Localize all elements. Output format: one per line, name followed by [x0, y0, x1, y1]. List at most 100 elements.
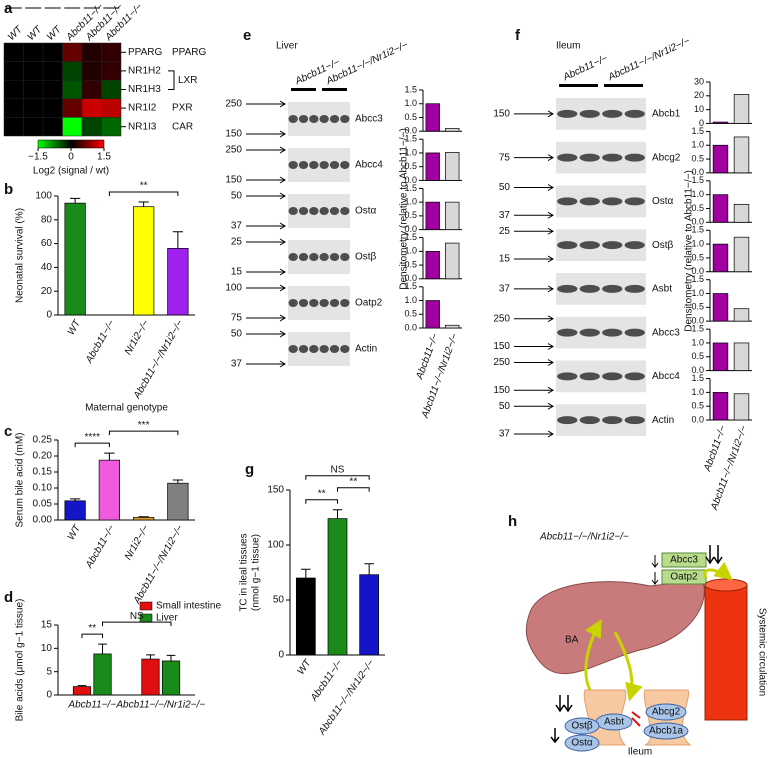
heat-cell: [62, 42, 83, 62]
error-bar: [146, 654, 155, 660]
marker-arrow: [514, 255, 554, 263]
legend-label: Liver: [156, 613, 178, 624]
blot-band: [329, 115, 340, 123]
marker-label: 50: [231, 329, 243, 340]
blot-band: [329, 253, 340, 261]
heat-cell: [81, 98, 102, 118]
x-axis-label: Maternal genotype: [85, 403, 168, 414]
panel-label: e: [243, 27, 251, 44]
heat-cell: [23, 98, 44, 118]
y-tick-label: 1.0: [691, 140, 704, 150]
group-label: PXR: [172, 103, 193, 114]
significance-bracket: [305, 475, 370, 480]
error-bar: [172, 231, 184, 249]
y-tick-label: 30: [694, 76, 704, 86]
blot-band: [309, 299, 319, 307]
marker-label: 250: [493, 357, 510, 368]
marker-label: 250: [225, 145, 242, 156]
significance-label: NS: [331, 464, 345, 475]
y-axis-label: Densitometry (relative to Abcb11−/−): [684, 170, 695, 332]
up-arrow: [631, 711, 641, 727]
bar: [161, 660, 181, 696]
group-label: CAR: [172, 121, 193, 132]
y-tick-label: 1.5: [691, 373, 704, 383]
protein-label: Oatp2: [355, 298, 383, 309]
down-arrow: [651, 555, 659, 585]
protein-label: Abcc3: [652, 327, 680, 338]
protein-label: Ostα: [355, 206, 377, 217]
blot-band: [329, 161, 340, 169]
blot-band: [602, 328, 623, 337]
bar: [712, 194, 729, 223]
blot-band: [288, 207, 298, 215]
transporter-box: [661, 552, 707, 568]
y-tick-label: 60: [41, 238, 53, 249]
bar: [359, 574, 380, 656]
marker-arrow: [246, 146, 286, 154]
x-tick-label: Nr1i2−/−: [123, 318, 152, 357]
bar: [712, 121, 729, 124]
bar: [167, 482, 189, 521]
x-tick-label: Abcb11−/−: [83, 318, 117, 366]
y-tick-label: 1.5: [691, 225, 704, 235]
marker-arrow: [514, 430, 554, 438]
marker-arrow: [514, 386, 554, 394]
y-axis-label: Bile acids (μmol g−1 tissue): [15, 599, 26, 722]
heat-cell: [101, 98, 122, 118]
error-bar: [77, 685, 87, 687]
bar: [733, 308, 750, 322]
significance-bracket: [305, 499, 338, 504]
y-tick-label: 0: [278, 650, 284, 661]
bar: [425, 201, 440, 230]
y-tick-label: 15: [41, 620, 53, 631]
y-tick-label: 1.5: [404, 134, 417, 144]
y-tick-label: 1.0: [404, 197, 417, 207]
marker-arrow: [246, 360, 286, 368]
bar: [72, 686, 92, 696]
circulation: [704, 584, 748, 721]
y-tick-label: 0.00: [33, 515, 53, 526]
significance-bracket: [337, 487, 370, 492]
bar: [93, 653, 112, 696]
heat-cell: [81, 61, 102, 81]
heat-cell: [42, 42, 63, 62]
blot-band: [340, 345, 350, 353]
transporter: [564, 734, 600, 752]
marker-label: 150: [225, 129, 242, 140]
significance-bracket: [81, 633, 104, 639]
y-tick-label: 5: [46, 666, 52, 677]
heat-cell: [81, 117, 102, 137]
blot-band: [319, 161, 329, 169]
y-tick-label: 0.0: [691, 365, 704, 375]
blot-strip: [288, 240, 350, 274]
y-tick-label: 50: [273, 595, 285, 606]
heat-cell: [23, 79, 44, 100]
flow-arrow: [584, 618, 602, 691]
marker-label: 50: [499, 182, 511, 193]
y-tick-label: 0.0: [691, 414, 704, 424]
marker-arrow: [246, 176, 286, 184]
blot-band: [557, 197, 578, 206]
y-tick-label: 1.5: [691, 274, 704, 284]
colorbar-label: Log2 (signal / wt): [33, 166, 109, 177]
marker-label: 15: [499, 254, 511, 265]
legend-label: Small intestine: [156, 601, 221, 612]
bar: [445, 128, 460, 132]
blot-band: [557, 241, 578, 250]
blot-band: [624, 197, 645, 206]
blot-band: [602, 109, 623, 118]
significance-bracket: [74, 442, 110, 448]
bar: [712, 342, 729, 371]
blot-band: [340, 207, 350, 215]
x-tick-label: WT: [66, 318, 84, 338]
marker-label: 25: [499, 226, 511, 237]
bar: [98, 459, 120, 521]
y-tick-label: 1.0: [404, 147, 417, 157]
blot-band: [319, 253, 329, 261]
row-label: NR1H2: [128, 66, 161, 77]
colorbar-tick-label: 1.5: [97, 152, 111, 163]
y-tick-label: 0.0: [404, 175, 417, 185]
marker-arrow: [514, 285, 554, 293]
blot-band: [298, 115, 309, 123]
legend-swatch: [139, 601, 153, 611]
